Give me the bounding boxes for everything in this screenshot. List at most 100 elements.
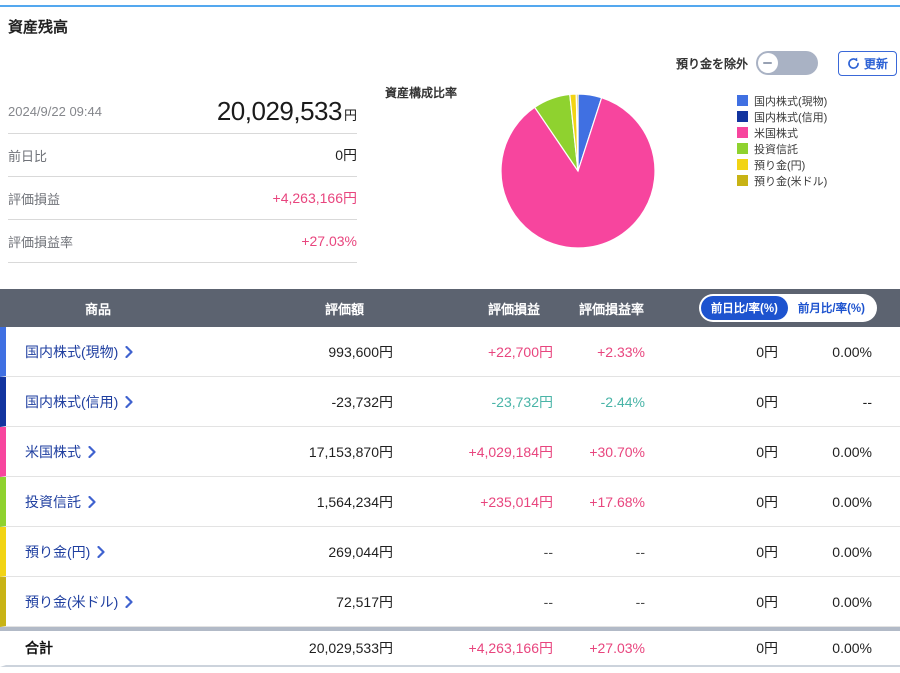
table-row: 国内株式(現物) 993,600円 +22,700円 +2.33% 0円 0.0… [0,327,900,377]
legend-label: 国内株式(現物) [754,95,828,108]
chevron-right-icon [88,445,96,458]
product-link[interactable]: 預り金(米ドル) [6,592,196,612]
total-pl: +4,263,166円 [468,640,553,656]
day-change: 0円 [756,443,778,460]
column-header-pl-rate: 評価損益率 [578,301,644,317]
product-link[interactable]: 国内株式(信用) [6,392,196,412]
total-day-change: 0円 [756,640,778,656]
legend-swatch [737,95,748,106]
chevron-right-icon [97,545,105,558]
legend-label: 預り金(米ドル) [754,175,828,188]
total-divider [0,627,900,631]
day-change: 0円 [756,593,778,610]
product-name: 国内株式(信用) [25,393,119,410]
legend-swatch [737,111,748,122]
day-change-label: 前日比 [8,148,48,164]
table-row: 米国株式 17,153,870円 +4,029,184円 +30.70% 0円 … [0,427,900,477]
tab-daily-change[interactable]: 前日比/率(%) [700,296,788,320]
controls-row: 預り金を除外 更新 [676,50,897,76]
pie-legend: 国内株式(現物) 国内株式(信用) 米国株式投資信託 預り金(円) 預り金(米ドル) [737,93,827,189]
table-total-row: 合計 20,029,533円 +4,263,166円 +27.03% 0円 0.… [0,631,900,667]
chevron-right-icon [88,495,96,508]
period-toggle-group: 前日比/率(%) 前月比/率(%) [698,294,877,322]
table-row: 預り金(米ドル) 72,517円 -- -- 0円 0.00% [0,577,900,627]
day-change: 0円 [756,543,778,560]
valuation-pl-value: +4,263,166円 [272,190,357,206]
valuation-pl-rate: -- [635,593,645,610]
month-change: 0.00% [832,343,872,360]
product-name: 投資信託 [25,493,81,510]
pie-slice [575,93,579,172]
product-link[interactable]: 国内株式(現物) [6,342,196,362]
legend-swatch [737,175,748,186]
legend-item: 投資信託 [737,141,827,156]
legend-label: 米国株式 [754,127,798,140]
table-row: 国内株式(信用) -23,732円 -23,732円 -2.44% 0円 -- [0,377,900,427]
total-valuation: 20,029,533円 [308,640,393,656]
valuation-amount: 1,564,234円 [316,493,393,510]
top-accent-line [0,5,900,7]
day-change-value: 0円 [335,147,357,163]
legend-item: 国内株式(信用) [737,109,827,124]
refresh-label: 更新 [863,56,888,71]
legend-item: 国内株式(現物) [737,93,827,108]
summary-day-change-row: 前日比 0円 [8,134,357,177]
table-row: 預り金(円) 269,044円 -- -- 0円 0.00% [0,527,900,577]
total-pl-rate: +27.03% [589,640,645,656]
legend-label: 投資信託 [754,143,798,156]
exclude-deposits-label: 預り金を除外 [675,56,748,71]
summary-total-row: 2024/9/22 09:44 20,029,533 円 [8,90,357,134]
legend-label: 国内株式(信用) [754,111,828,124]
valuation-amount: -23,732円 [331,393,393,410]
valuation-amount: 993,600円 [328,343,393,360]
day-change: 0円 [756,393,778,410]
legend-item: 預り金(円) [737,157,827,172]
pie-slice [500,96,656,249]
toggle-knob-icon [757,53,778,73]
total-month-change: 0.00% [832,640,872,656]
product-name: 国内株式(現物) [25,343,119,360]
legend-item: 米国株式 [737,125,827,140]
day-change: 0円 [756,493,778,510]
month-change: 0.00% [832,543,872,560]
product-link[interactable]: 投資信託 [6,492,196,512]
valuation-amount: 72,517円 [336,593,393,610]
product-name: 米国株式 [25,443,81,460]
valuation-pl: +235,014円 [480,493,553,510]
valuation-pl: -- [543,543,553,560]
chevron-right-icon [125,345,133,358]
product-name: 預り金(円) [25,543,91,560]
valuation-pl: +22,700円 [488,343,553,360]
total-asset-value: 20,029,533 円 [216,96,357,126]
exclude-deposits-toggle[interactable] [755,51,818,75]
valuation-pl-rate: -- [635,543,645,560]
legend-swatch [737,159,748,170]
table-header: 商品 評価額 評価損益 評価損益率 前日比/率(%) 前月比/率(%) [0,289,900,327]
asset-allocation-pie [500,93,656,249]
valuation-pl-rate: +17.68% [589,493,645,510]
column-header-valuation: 評価額 [324,301,364,317]
table-row: 投資信託 1,564,234円 +235,014円 +17.68% 0円 0.0… [0,477,900,527]
column-header-pl: 評価損益 [487,301,540,317]
month-change: 0.00% [832,443,872,460]
product-link[interactable]: 米国株式 [6,442,196,462]
valuation-amount: 17,153,870円 [308,443,393,460]
legend-swatch [737,127,748,138]
chevron-right-icon [125,395,133,408]
product-link[interactable]: 預り金(円) [6,542,196,562]
valuation-pl: -23,732円 [491,393,553,410]
month-change: 0.00% [832,593,872,610]
summary-pl-row: 評価損益 +4,263,166円 [8,177,357,220]
total-label: 合計 [25,640,53,656]
tab-monthly-change[interactable]: 前月比/率(%) [787,296,875,320]
column-header-product: 商品 [84,301,111,317]
chevron-right-icon [125,595,133,608]
month-change: 0.00% [832,493,872,510]
valuation-amount: 269,044円 [328,543,393,560]
summary-pl-rate-row: 評価損益率 +27.03% [8,220,357,263]
legend-swatch [737,143,748,154]
month-change: -- [862,393,872,410]
refresh-button[interactable]: 更新 [837,50,897,76]
valuation-pl: -- [543,593,553,610]
asset-table: 商品 評価額 評価損益 評価損益率 前日比/率(%) 前月比/率(%) 国内株式… [0,289,900,667]
